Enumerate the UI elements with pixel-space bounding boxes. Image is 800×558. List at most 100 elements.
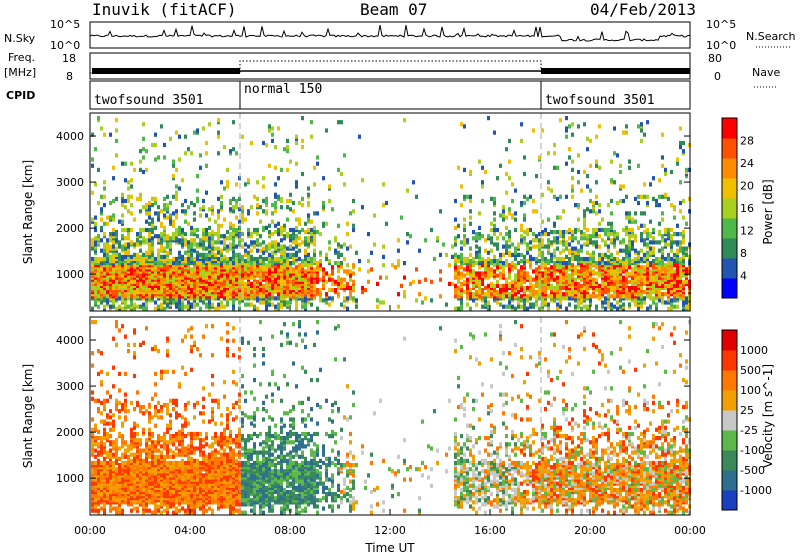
heatmap-cell xyxy=(196,303,199,307)
heatmap-cell xyxy=(634,265,637,269)
heatmap-cell xyxy=(307,186,310,190)
heatmap-cell xyxy=(577,300,580,304)
heatmap-cell xyxy=(103,257,106,261)
heatmap-cell xyxy=(226,230,229,234)
heatmap-cell xyxy=(610,288,613,292)
heatmap-cell xyxy=(97,451,100,455)
heatmap-cell xyxy=(514,263,517,267)
heatmap-cell xyxy=(160,240,163,244)
heatmap-cell xyxy=(634,286,637,290)
heatmap-cell xyxy=(343,153,346,157)
heatmap-cell xyxy=(316,230,319,234)
heatmap-cell xyxy=(484,170,487,174)
heatmap-cell xyxy=(151,197,154,201)
heatmap-cell xyxy=(253,228,256,232)
heatmap-cell xyxy=(559,216,562,220)
heatmap-cell xyxy=(331,207,334,211)
heatmap-cell xyxy=(181,255,184,259)
heatmap-cell xyxy=(211,255,214,259)
heatmap-cell xyxy=(496,259,499,263)
heatmap-cell xyxy=(268,292,271,296)
heatmap-cell xyxy=(205,236,208,240)
heatmap-cell xyxy=(235,216,238,220)
heatmap-cell xyxy=(184,251,187,255)
heatmap-cell xyxy=(628,257,631,261)
heatmap-cell xyxy=(517,269,520,273)
heatmap-cell xyxy=(661,234,664,238)
heatmap-cell xyxy=(301,288,304,292)
heatmap-cell xyxy=(163,247,166,251)
heatmap-cell xyxy=(610,269,613,273)
heatmap-cell xyxy=(460,282,463,286)
heatmap-cell xyxy=(571,263,574,267)
heatmap-cell xyxy=(643,253,646,257)
heatmap-cell xyxy=(97,442,100,446)
heatmap-cell xyxy=(112,218,115,222)
heatmap-cell xyxy=(256,257,259,261)
heatmap-cell xyxy=(289,280,292,284)
heatmap-cell xyxy=(319,292,322,296)
heatmap-cell xyxy=(643,290,646,294)
heatmap-cell xyxy=(652,300,655,304)
heatmap-cell xyxy=(115,451,118,455)
heatmap-cell xyxy=(280,267,283,271)
heatmap-cell xyxy=(577,170,580,174)
heatmap-cell xyxy=(469,288,472,292)
heatmap-cell xyxy=(508,139,511,143)
heatmap-cell xyxy=(277,257,280,261)
heatmap-cell xyxy=(577,228,580,232)
heatmap-cell xyxy=(271,133,274,137)
heatmap-cell xyxy=(556,166,559,170)
heatmap-cell xyxy=(274,267,277,271)
heatmap-cell xyxy=(610,253,613,257)
heatmap-cell xyxy=(145,203,148,207)
heatmap-cell xyxy=(583,242,586,246)
heatmap-cell xyxy=(91,351,94,355)
heatmap-cell xyxy=(274,145,277,149)
heatmap-cell xyxy=(262,176,265,180)
heatmap-cell xyxy=(94,182,97,186)
heatmap-cell xyxy=(526,286,529,290)
heatmap-cell xyxy=(175,228,178,232)
heatmap-cell xyxy=(607,288,610,292)
heatmap-cell xyxy=(664,228,667,232)
heatmap-cell xyxy=(112,305,115,309)
heatmap-cell xyxy=(574,228,577,232)
heatmap-cell xyxy=(97,116,100,120)
heatmap-cell xyxy=(256,211,259,215)
heatmap-cell xyxy=(535,303,538,307)
heatmap-cell xyxy=(247,303,250,307)
heatmap-cell xyxy=(310,228,313,232)
heatmap-cell xyxy=(469,278,472,282)
heatmap-cell xyxy=(604,307,607,311)
heatmap-cell xyxy=(478,232,481,236)
heatmap-cell xyxy=(616,286,619,290)
heatmap-cell xyxy=(625,255,628,259)
heatmap-cell xyxy=(475,271,478,275)
heatmap-cell xyxy=(190,288,193,292)
cpid-segment-3: twofsound 3501 xyxy=(545,93,655,108)
heatmap-cell xyxy=(190,238,193,242)
heatmap-cell xyxy=(634,303,637,307)
heatmap-cell xyxy=(163,155,166,159)
heatmap-cell xyxy=(649,240,652,244)
heatmap-cell xyxy=(169,242,172,246)
heatmap-cell xyxy=(598,228,601,232)
heatmap-cell xyxy=(637,195,640,199)
heatmap-cell xyxy=(496,236,499,240)
heatmap-cell xyxy=(199,253,202,257)
heatmap-cell xyxy=(262,199,265,203)
heatmap-cell xyxy=(673,305,676,309)
heatmap-cell xyxy=(265,209,268,213)
heatmap-cell xyxy=(610,294,613,298)
heatmap-cell xyxy=(490,271,493,275)
heatmap-cell xyxy=(187,300,190,304)
heatmap-cell xyxy=(589,189,592,193)
heatmap-cell xyxy=(457,265,460,269)
heatmap-cell xyxy=(586,147,589,151)
heatmap-cell xyxy=(622,265,625,269)
heatmap-cell xyxy=(301,145,304,149)
heatmap-cell xyxy=(628,253,631,257)
heatmap-cell xyxy=(154,143,157,147)
heatmap-cell xyxy=(529,195,532,199)
